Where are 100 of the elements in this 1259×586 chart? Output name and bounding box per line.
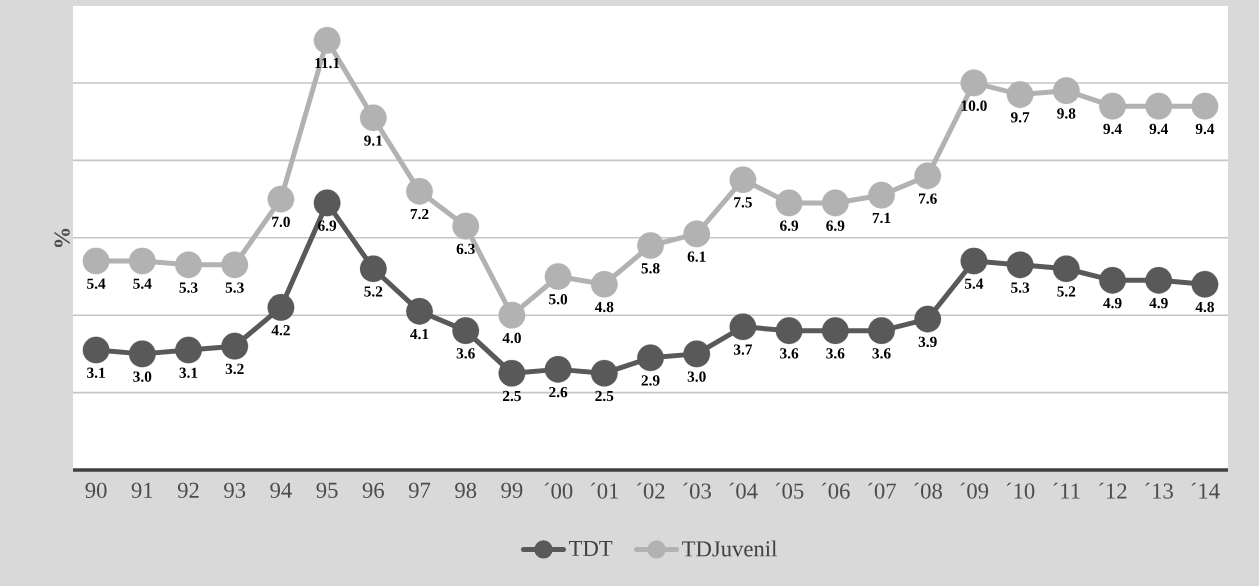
point	[821, 317, 849, 345]
point	[1006, 81, 1034, 108]
x-tick-label: ´06	[821, 482, 850, 499]
x-tick-label: ´14	[1191, 482, 1220, 499]
point	[267, 185, 295, 213]
point	[683, 220, 711, 248]
x-tick-label: ´12	[1099, 482, 1127, 499]
x-tick-label: ´09	[960, 482, 989, 499]
point	[775, 189, 803, 217]
point	[82, 247, 110, 275]
data-label: 4.9	[1103, 297, 1122, 309]
data-label: 2.5	[595, 390, 614, 402]
point	[175, 251, 202, 279]
x-tick-label: ´02	[637, 482, 665, 499]
data-label: 3.9	[918, 336, 937, 348]
point	[1052, 77, 1080, 105]
point	[1099, 266, 1126, 294]
point	[221, 332, 249, 360]
point	[498, 359, 526, 387]
data-label: 5.4	[87, 278, 106, 289]
data-label: 5.4	[964, 278, 984, 289]
data-label: 9.7	[1010, 112, 1030, 123]
point	[1145, 92, 1173, 120]
data-label: 9.4	[1103, 123, 1122, 135]
point	[868, 181, 895, 209]
data-label: 3.6	[780, 348, 799, 359]
x-tick-label: ´00	[544, 482, 573, 499]
point	[1191, 92, 1219, 120]
data-label: 6.9	[780, 220, 799, 231]
x-tick-label: 92	[177, 482, 199, 498]
point	[359, 255, 387, 283]
legend-label: TDJuvenil	[682, 540, 777, 557]
data-label: 3.7	[733, 344, 753, 355]
point	[128, 247, 156, 275]
x-tick-label: 93	[224, 482, 246, 498]
point	[452, 212, 480, 240]
point	[960, 69, 988, 97]
point	[637, 344, 664, 372]
point	[221, 251, 249, 279]
data-label: 4.2	[271, 325, 290, 336]
x-tick-label: ´03	[683, 482, 711, 499]
data-label: 4.8	[1195, 301, 1214, 313]
x-tick-label: 96	[362, 482, 384, 498]
x-tick-label: ´05	[775, 482, 804, 499]
point	[1006, 251, 1034, 279]
data-label: 5.2	[1057, 286, 1076, 297]
data-label: 3.6	[826, 348, 845, 359]
data-label: 7.0	[272, 216, 290, 228]
point	[590, 270, 618, 298]
data-label: 2.5	[502, 390, 521, 402]
data-label: 4.0	[502, 332, 521, 344]
x-tick-label: 98	[455, 482, 477, 499]
data-label: 3.1	[179, 367, 198, 378]
data-label: 6.3	[456, 243, 475, 255]
data-label: 3.2	[225, 363, 244, 375]
x-tick-label: 97	[408, 482, 431, 498]
point	[406, 177, 433, 205]
point	[868, 317, 895, 345]
data-label: 7.2	[410, 208, 429, 220]
point	[729, 166, 757, 194]
point	[452, 317, 480, 345]
x-tick-label: ´01	[590, 482, 619, 499]
x-tick-label: 99	[501, 482, 523, 498]
point	[960, 247, 988, 275]
data-label: 5.0	[549, 294, 568, 305]
point	[313, 189, 341, 217]
data-label: 9.4	[1195, 123, 1215, 135]
point	[914, 305, 942, 333]
data-label: 7.5	[734, 197, 752, 208]
data-label: 4.9	[1149, 297, 1168, 309]
data-label: 9.4	[1149, 123, 1169, 135]
point	[313, 26, 341, 54]
point	[175, 336, 202, 364]
x-tick-label: 94	[270, 482, 292, 498]
point	[267, 294, 295, 321]
x-tick-label: ´13	[1145, 482, 1173, 499]
x-tick-label: ´11	[1053, 482, 1080, 499]
point	[590, 359, 618, 387]
point	[544, 355, 572, 383]
legend-label: TDT	[569, 541, 613, 556]
data-label: 2.6	[549, 386, 568, 398]
data-label: 5.3	[179, 282, 198, 293]
x-tick-label: ´04	[729, 482, 758, 499]
point	[498, 301, 526, 329]
data-label: 5.4	[133, 278, 152, 289]
point	[821, 189, 849, 217]
point	[683, 340, 711, 368]
data-label: 3.1	[87, 367, 105, 378]
point	[1099, 92, 1126, 120]
point	[544, 263, 572, 290]
x-tick-label: 90	[85, 482, 107, 499]
x-tick-label: ´10	[1006, 482, 1035, 499]
point	[359, 104, 387, 132]
data-label: 5.2	[364, 286, 383, 297]
data-label: 4.8	[594, 301, 614, 313]
point	[1145, 266, 1173, 294]
x-tick-label: ´08	[914, 482, 942, 499]
x-tick-label: 91	[131, 482, 153, 498]
data-label: 7.6	[919, 193, 937, 204]
data-label: 7.1	[872, 212, 891, 224]
